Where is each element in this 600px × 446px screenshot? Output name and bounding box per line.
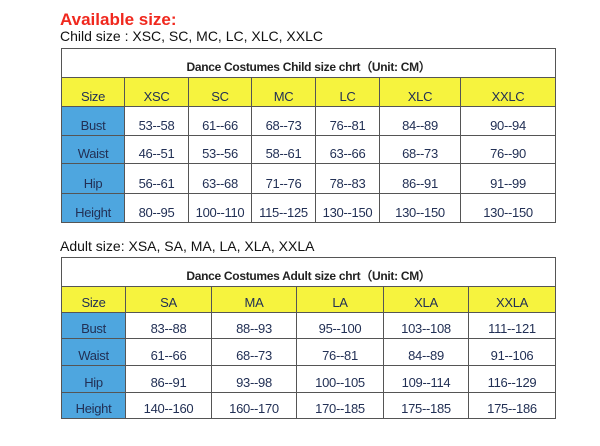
header-cell: Size bbox=[61, 77, 125, 107]
table-cell: 61--66 bbox=[125, 338, 212, 366]
table-cell: 109--114 bbox=[383, 365, 469, 393]
table-cell: 78--83 bbox=[315, 163, 380, 194]
table-cell: 63--66 bbox=[315, 135, 380, 164]
table-cell: 100--110 bbox=[188, 193, 252, 223]
table-row: Height 140--160 160--170 170--185 175--185 17… bbox=[61, 392, 556, 419]
table-cell: 68--73 bbox=[379, 135, 461, 164]
table-cell: 93--98 bbox=[211, 365, 297, 393]
row-label: Height bbox=[61, 193, 125, 223]
table-cell: 130--150 bbox=[315, 193, 380, 223]
row-label: Waist bbox=[61, 338, 126, 366]
table-cell: 175--185 bbox=[383, 392, 469, 419]
header-cell: LC bbox=[315, 77, 380, 107]
table-cell: 91--106 bbox=[468, 338, 556, 366]
table-cell: 68--73 bbox=[251, 106, 316, 136]
header-cell: XLA bbox=[383, 286, 469, 313]
table-row: Height 80--95 100--110 115--125 130--150 130-… bbox=[61, 193, 557, 223]
row-label: Bust bbox=[61, 312, 126, 339]
table-cell: 160--170 bbox=[211, 392, 297, 419]
table-row: Waist 61--66 68--73 76--81 84--89 91--106 bbox=[61, 338, 556, 366]
available-size-heading: Available size: bbox=[60, 10, 177, 29]
header-cell: Size bbox=[61, 286, 126, 313]
header-cell: XXLC bbox=[459, 77, 557, 107]
table-cell: 76--81 bbox=[296, 338, 384, 366]
table-cell: 53--58 bbox=[124, 106, 189, 136]
table-row: Bust 53--58 61--66 68--73 76--81 84--89 90--94 bbox=[61, 106, 557, 136]
header-cell: XLC bbox=[379, 77, 461, 107]
table-cell: 86--91 bbox=[379, 163, 461, 194]
table-row: Hip 56--61 63--68 71--76 78--83 86--91 91--99 bbox=[61, 163, 557, 194]
table-title: Dance Costumes Child size chrt（Unit: CM） bbox=[60, 48, 557, 78]
child-size-intro: Child size : XSC, SC, MC, LC, XLC, XXLC bbox=[60, 28, 323, 44]
table-cell: 53--56 bbox=[188, 135, 252, 164]
table-cell: 61--66 bbox=[188, 106, 252, 136]
table-cell: 63--68 bbox=[188, 163, 252, 194]
table-cell: 58--61 bbox=[251, 135, 316, 164]
header-cell: XXLA bbox=[468, 286, 556, 313]
table-cell: 84--89 bbox=[379, 106, 461, 136]
table-cell: 84--89 bbox=[383, 338, 469, 366]
adult-size-intro: Adult size: XSA, SA, MA, LA, XLA, XXLA bbox=[60, 238, 315, 254]
table-cell: 103--108 bbox=[383, 312, 469, 339]
header-cell: MA bbox=[211, 286, 297, 313]
header-cell: LA bbox=[296, 286, 384, 313]
header-cell: SA bbox=[125, 286, 212, 313]
table-cell: 116--129 bbox=[468, 365, 556, 393]
table-cell: 76--81 bbox=[315, 106, 380, 136]
row-label: Waist bbox=[61, 135, 125, 164]
table-cell: 68--73 bbox=[211, 338, 297, 366]
header-row: Size SA MA LA XLA XXLA bbox=[61, 286, 556, 313]
table-cell: 140--160 bbox=[125, 392, 212, 419]
header-cell: XSC bbox=[124, 77, 189, 107]
row-label: Height bbox=[61, 392, 126, 419]
table-row: Bust 83--88 88--93 95--100 103--108 111--121 bbox=[61, 312, 556, 339]
table-cell: 115--125 bbox=[251, 193, 316, 223]
table-cell: 91--99 bbox=[459, 163, 557, 194]
table-cell: 100--105 bbox=[296, 365, 384, 393]
table-cell: 46--51 bbox=[124, 135, 189, 164]
table-cell: 56--61 bbox=[124, 163, 189, 194]
table-cell: 86--91 bbox=[125, 365, 212, 393]
table-cell: 130--150 bbox=[379, 193, 461, 223]
table-cell: 170--185 bbox=[296, 392, 384, 419]
header-cell: MC bbox=[251, 77, 316, 107]
table-cell: 175--186 bbox=[468, 392, 556, 419]
table-cell: 130--150 bbox=[459, 193, 557, 223]
table-cell: 90--94 bbox=[459, 106, 557, 136]
table-cell: 71--76 bbox=[251, 163, 316, 194]
adult-size-table: Dance Costumes Adult size chrt（Unit: CM）… bbox=[61, 257, 556, 419]
table-row: Hip 86--91 93--98 100--105 109--114 116--129 bbox=[61, 365, 556, 393]
table-cell: 83--88 bbox=[125, 312, 212, 339]
table-cell: 76--90 bbox=[459, 135, 557, 164]
table-row: Waist 46--51 53--56 58--61 63--66 68--73 76--9… bbox=[61, 135, 557, 164]
header-row: Size XSC SC MC LC XLC XXLC bbox=[61, 77, 557, 107]
table-title: Dance Costumes Adult size chrt（Unit: CM） bbox=[61, 257, 556, 287]
child-size-table: Dance Costumes Child size chrt（Unit: CM）… bbox=[60, 48, 557, 223]
header-cell: SC bbox=[188, 77, 252, 107]
row-label: Hip bbox=[61, 365, 126, 393]
row-label: Hip bbox=[61, 163, 125, 194]
table-cell: 88--93 bbox=[211, 312, 297, 339]
table-cell: 111--121 bbox=[468, 312, 556, 339]
table-cell: 95--100 bbox=[296, 312, 384, 339]
row-label: Bust bbox=[61, 106, 125, 136]
table-cell: 80--95 bbox=[124, 193, 189, 223]
